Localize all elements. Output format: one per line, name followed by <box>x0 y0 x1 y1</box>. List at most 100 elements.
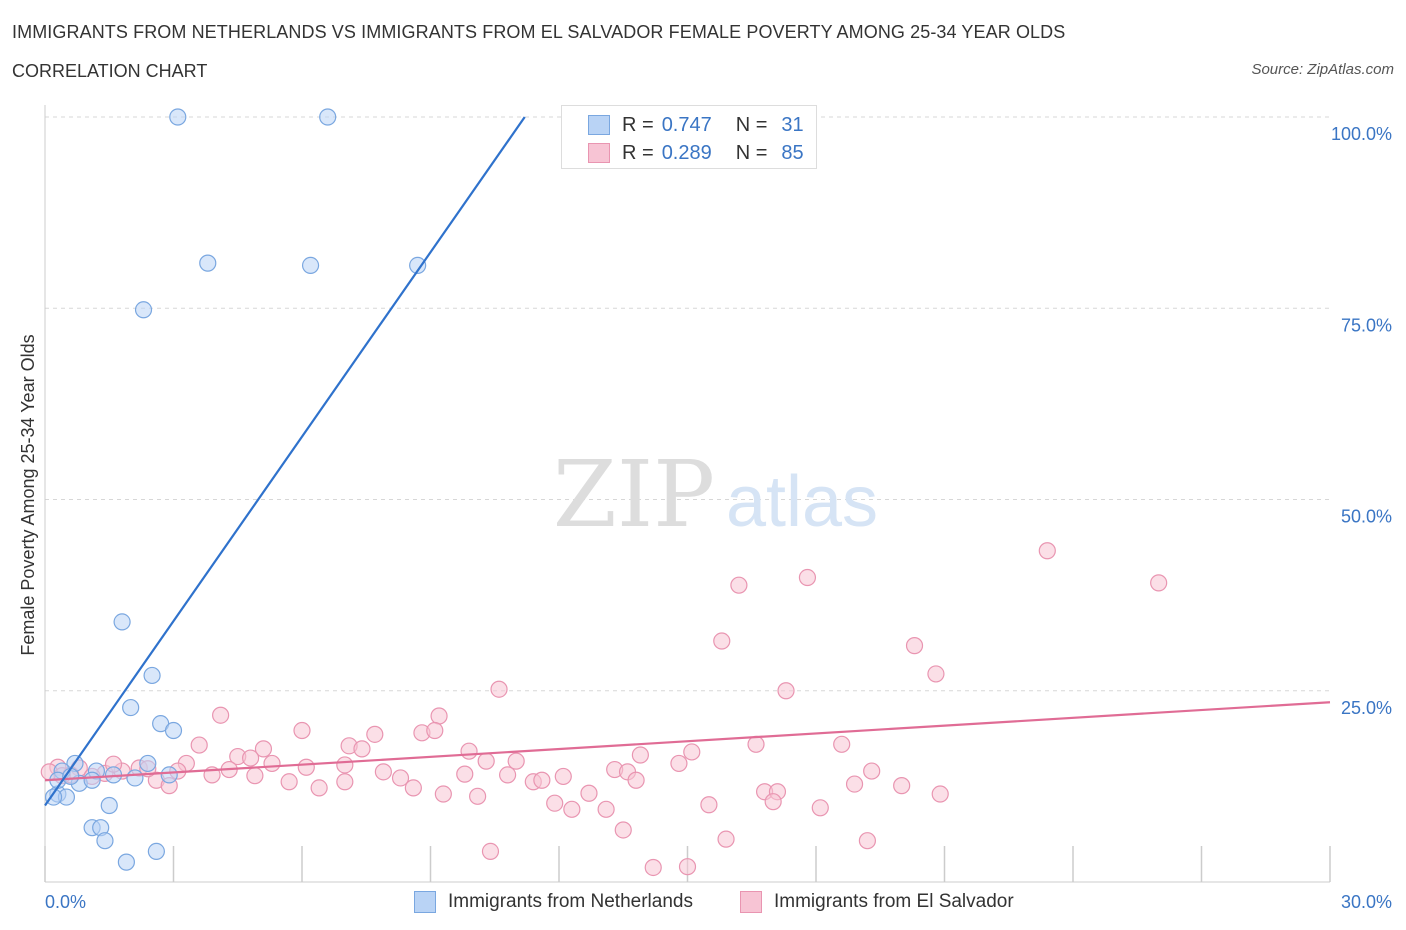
el-salvador-legend-label: Immigrants from El Salvador <box>774 891 1014 912</box>
el-salvador-point <box>310 779 328 797</box>
el-salvador-point <box>905 637 924 655</box>
y-tick-label: 100.0% <box>1331 124 1392 144</box>
el-salvador-point <box>833 735 851 753</box>
watermark-zip: ZIP <box>553 441 715 548</box>
el-salvador-point <box>927 665 945 683</box>
el-salvador-point <box>747 735 765 753</box>
el-salvador-point <box>336 773 354 791</box>
chart-title: IMMIGRANTS FROM NETHERLANDS VS IMMIGRANT… <box>12 22 1066 42</box>
legend-row-el-salvador: R = 0.289 N = 85 <box>588 141 804 165</box>
netherlands-point <box>199 254 217 272</box>
el-salvador-point <box>811 799 829 817</box>
netherlands-point <box>139 754 157 773</box>
tick-labels: 25.0% 50.0% 75.0% 100.0% 0.0% 30.0% <box>45 124 1392 912</box>
legend-row-netherlands: R = 0.747 N = 31 <box>588 113 804 137</box>
el-salvador-point <box>404 779 422 797</box>
netherlands-point <box>134 301 153 319</box>
el-salvador-point <box>764 793 782 811</box>
y-tick-label: 50.0% <box>1341 507 1392 527</box>
el-salvador-point <box>190 736 208 754</box>
netherlands-point <box>147 842 165 861</box>
el-salvador-point <box>614 821 632 839</box>
el-salvador-point <box>242 749 260 767</box>
el-salvador-point <box>469 787 487 805</box>
el-salvador-point <box>297 758 315 776</box>
netherlands-point <box>113 613 131 631</box>
netherlands-point <box>164 721 183 740</box>
netherlands-point <box>100 796 118 815</box>
gridlines <box>45 116 1330 692</box>
r-key: R = <box>622 113 654 136</box>
el-salvador-legend-swatch <box>740 891 762 913</box>
el-salvador-point <box>563 800 581 818</box>
el-salvador-point <box>456 765 474 783</box>
el-salvador-point <box>597 800 615 818</box>
el-salvador-point <box>246 767 264 785</box>
r-key: R = <box>622 141 654 164</box>
netherlands-point <box>160 766 178 784</box>
netherlands-point <box>83 771 101 789</box>
chart-subtitle: CORRELATION CHART <box>12 61 208 81</box>
el-salvador-point <box>533 771 551 789</box>
trend-lines <box>44 116 1331 807</box>
el-salvador-point <box>730 576 748 594</box>
source-label: Source: ZipAtlas.com <box>1251 61 1394 78</box>
el-salvador-point <box>713 632 731 650</box>
netherlands-point <box>319 108 337 126</box>
el-salvador-point <box>374 763 392 781</box>
y-tick-label: 25.0% <box>1341 698 1392 718</box>
legend-item-el-salvador[interactable]: Immigrants from El Salvador <box>740 888 1014 916</box>
watermark: ZIP atlas <box>553 441 878 548</box>
el-salvador-point <box>1150 574 1168 592</box>
el-salvador-point <box>507 752 525 770</box>
el-salvador-point <box>631 746 649 764</box>
el-salvador-point <box>430 707 448 725</box>
y-axis-label: Female Poverty Among 25-34 Year Olds <box>18 334 38 655</box>
el-salvador-point <box>293 721 311 740</box>
r-value: 0.289 <box>661 141 712 164</box>
el-salvador-point <box>931 785 949 803</box>
el-salvador-point <box>858 832 877 850</box>
el-salvador-point <box>580 784 598 802</box>
el-salvador-point <box>263 754 281 773</box>
stats-legend: R = 0.747 N = 31 R = 0.289 N = 85 <box>561 105 817 169</box>
el-salvador-point <box>477 752 495 770</box>
netherlands-point <box>122 698 140 717</box>
n-key: N = <box>735 141 768 164</box>
el-salvador-point <box>391 769 410 787</box>
el-salvador-points <box>40 542 1168 877</box>
el-salvador-point <box>798 568 817 587</box>
el-salvador-point <box>481 842 500 861</box>
n-value: 85 <box>781 141 804 164</box>
el-salvador-point <box>670 754 688 773</box>
legend-item-netherlands[interactable]: Immigrants from Netherlands <box>414 888 693 916</box>
el-salvador-point <box>777 682 795 700</box>
watermark-atlas: atlas <box>726 462 878 542</box>
el-salvador-point <box>554 767 572 786</box>
el-salvador-point <box>717 830 735 848</box>
netherlands-point <box>143 666 161 685</box>
axes <box>44 105 1331 883</box>
el-salvador-point <box>499 766 517 784</box>
el-salvador-point <box>426 721 444 740</box>
netherlands-legend-label: Immigrants from Netherlands <box>448 891 693 912</box>
el-salvador-point <box>893 777 911 795</box>
el-salvador-point <box>434 785 452 803</box>
el-salvador-point <box>212 706 230 724</box>
el-salvador-point <box>627 771 645 789</box>
netherlands-point <box>409 256 427 275</box>
netherlands-swatch <box>588 115 610 135</box>
el-salvador-point <box>280 773 298 791</box>
el-salvador-point <box>863 762 881 780</box>
netherlands-trend-line <box>44 116 526 807</box>
netherlands-point <box>169 108 187 126</box>
netherlands-point <box>44 788 63 806</box>
el-salvador-swatch <box>588 143 610 163</box>
el-salvador-point <box>683 743 701 761</box>
netherlands-point <box>126 769 144 787</box>
el-salvador-point <box>460 742 478 760</box>
el-salvador-point <box>700 796 718 814</box>
netherlands-legend-swatch <box>414 891 436 913</box>
el-salvador-point <box>353 740 371 758</box>
